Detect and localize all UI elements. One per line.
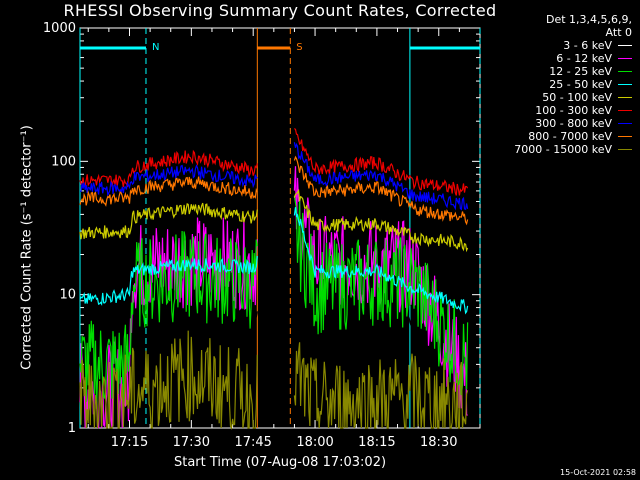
legend-entry-label: 25 - 50 keV <box>549 78 612 91</box>
plot-frame <box>79 27 481 429</box>
series-line <box>79 330 469 430</box>
y-tick-label: 100 <box>51 154 76 169</box>
legend-entry: 100 - 300 keV <box>514 104 632 117</box>
legend: Det 1,3,4,5,6,9, Att 0 3 - 6 keV 6 - 12 k… <box>514 13 632 156</box>
legend-entry-label: 300 - 800 keV <box>535 117 612 130</box>
legend-swatch <box>618 136 632 137</box>
legend-swatch <box>618 110 632 111</box>
series-line <box>79 188 469 253</box>
x-tick-label: 17:30 <box>173 435 210 450</box>
series-line <box>80 142 469 211</box>
legend-swatch <box>618 45 632 46</box>
y-tick-label: 1000 <box>43 21 76 36</box>
legend-entry: 50 - 100 keV <box>514 91 632 104</box>
series-line <box>79 207 469 315</box>
legend-entry: 300 - 800 keV <box>514 117 632 130</box>
legend-entry: 800 - 7000 keV <box>514 130 632 143</box>
legend-entry-label: 800 - 7000 keV <box>528 130 612 143</box>
legend-entry-label: 100 - 300 keV <box>535 104 612 117</box>
legend-entry: 3 - 6 keV <box>514 39 632 52</box>
legend-entry: 7000 - 15000 keV <box>514 143 632 156</box>
legend-entry: 12 - 25 keV <box>514 65 632 78</box>
x-axis-label: Start Time (07-Aug-08 17:03:02) <box>173 455 387 470</box>
legend-entry-label: 50 - 100 keV <box>542 91 612 104</box>
legend-swatch <box>618 71 632 72</box>
series-line <box>79 166 468 429</box>
legend-swatch <box>618 84 632 85</box>
y-tick-label: 10 <box>59 288 76 303</box>
x-tick-label: 18:30 <box>420 435 457 450</box>
legend-entry-label: 3 - 6 keV <box>563 39 612 52</box>
legend-header-line-1: Det 1,3,4,5,6,9, <box>545 13 632 26</box>
x-tick-label: 18:15 <box>358 435 395 450</box>
x-tick-label: 17:15 <box>111 435 148 450</box>
legend-entry-label: 7000 - 15000 keV <box>514 143 612 156</box>
y-axis-label: Corrected Count Rate (s⁻¹ detector⁻¹) <box>19 125 35 370</box>
legend-entry: 25 - 50 keV <box>514 78 632 91</box>
legend-entry-label: 12 - 25 keV <box>549 65 612 78</box>
legend-swatch <box>618 97 632 98</box>
x-tick-label: 18:00 <box>296 435 333 450</box>
chart-title: RHESSI Observing Summary Count Rates, Co… <box>63 1 497 20</box>
series-line <box>79 128 469 196</box>
x-tick-label: 17:45 <box>234 435 271 450</box>
legend-swatch <box>618 123 632 124</box>
y-tick-label: 1 <box>68 421 76 436</box>
legend-entry: 6 - 12 keV <box>514 52 632 65</box>
legend-swatch <box>618 149 632 150</box>
series-line <box>79 155 469 226</box>
annotation-label: N <box>152 42 159 53</box>
timestamp: 15-Oct-2021 02:58 <box>560 468 636 477</box>
annotation-label: S <box>296 42 302 53</box>
legend-header-line-2: Att 0 <box>605 26 632 39</box>
legend-entry-label: 6 - 12 keV <box>556 52 612 65</box>
legend-swatch <box>618 58 632 59</box>
